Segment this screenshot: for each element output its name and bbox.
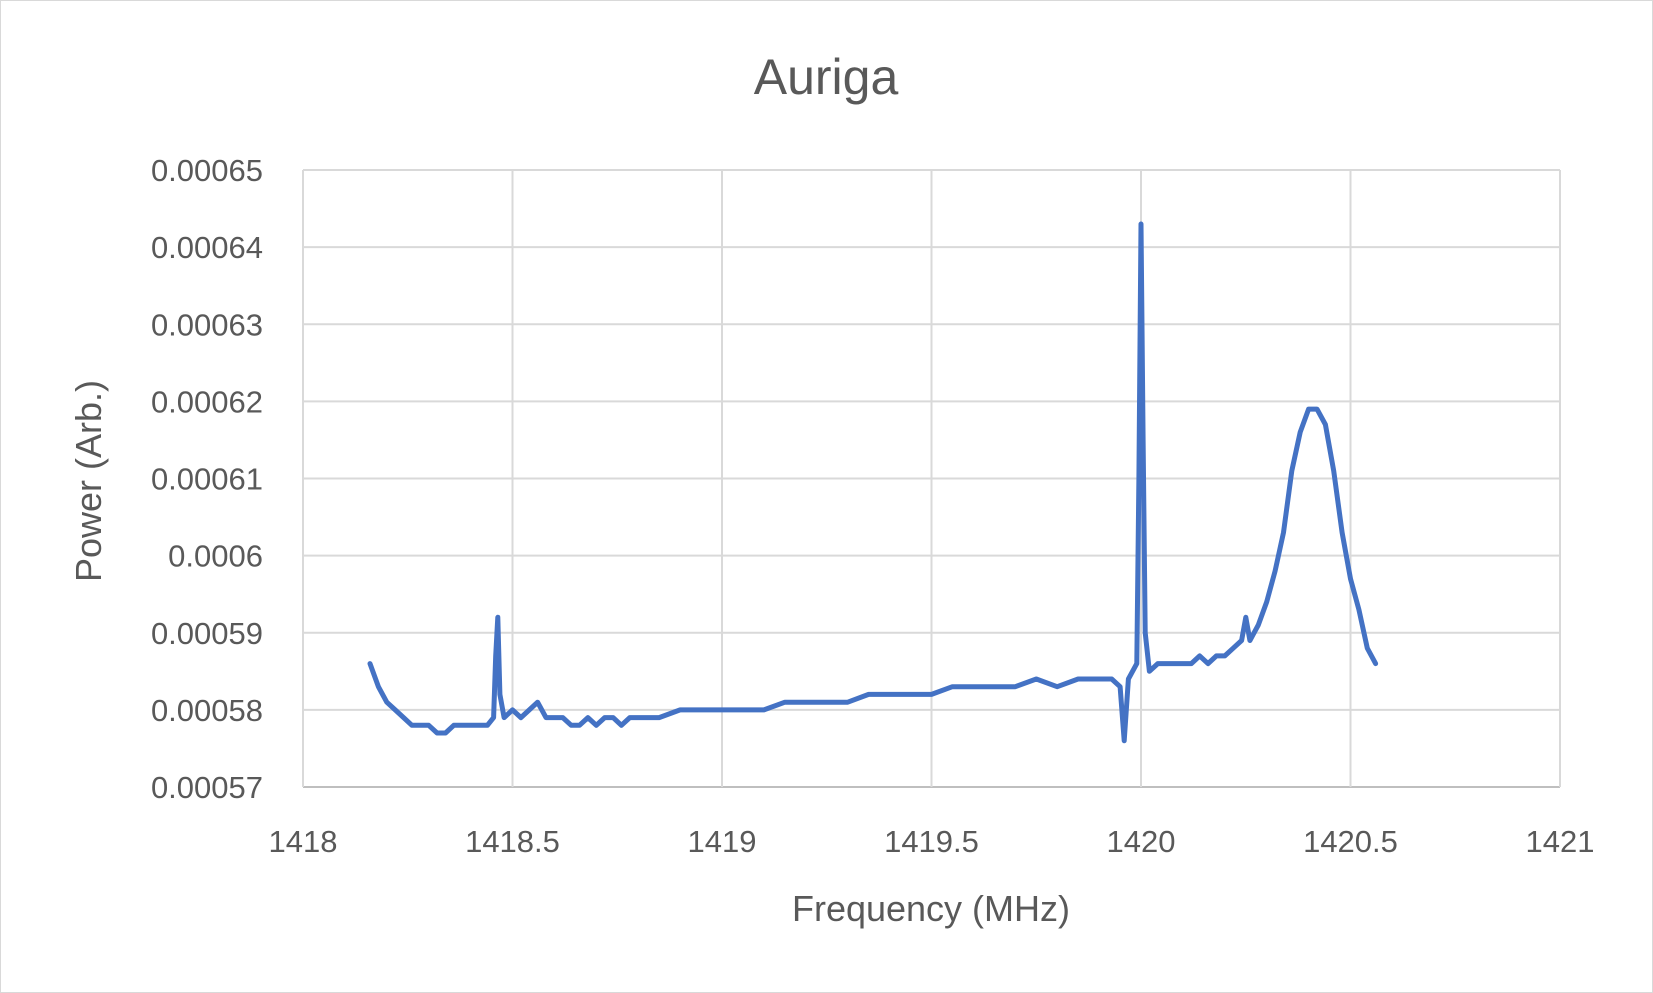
y-tick-label: 0.00061	[151, 462, 263, 497]
y-tick-label: 0.00059	[151, 616, 263, 651]
x-axis-title: Frequency (MHz)	[792, 888, 1070, 929]
y-tick-label: 0.00058	[151, 693, 263, 728]
series-line	[367, 221, 1379, 744]
y-tick-label: 0.0006	[168, 539, 263, 574]
x-tick-labels: 1418 1418.5 1419 1419.5 1420 1420.5 1421	[269, 824, 1595, 859]
y-axis-title: Power (Arb.)	[68, 380, 109, 582]
x-tick-label: 1421	[1526, 824, 1595, 859]
y-tick-label: 0.00057	[151, 770, 263, 805]
series-layer	[367, 221, 1379, 744]
y-tick-labels: 0.00057 0.00058 0.00059 0.0006 0.00061 0.0006…	[151, 153, 263, 805]
chart-title: Auriga	[754, 49, 899, 105]
x-tick-label: 1420.5	[1303, 824, 1398, 859]
x-tick-label: 1419	[688, 824, 757, 859]
x-tick-label: 1420	[1107, 824, 1176, 859]
y-tick-label: 0.00062	[151, 384, 263, 419]
x-tick-label: 1418.5	[465, 824, 560, 859]
x-tick-label: 1418	[269, 824, 338, 859]
y-tick-label: 0.00064	[151, 230, 263, 265]
y-tick-label: 0.00063	[151, 307, 263, 342]
x-tick-label: 1419.5	[884, 824, 979, 859]
y-tick-label: 0.00065	[151, 153, 263, 188]
